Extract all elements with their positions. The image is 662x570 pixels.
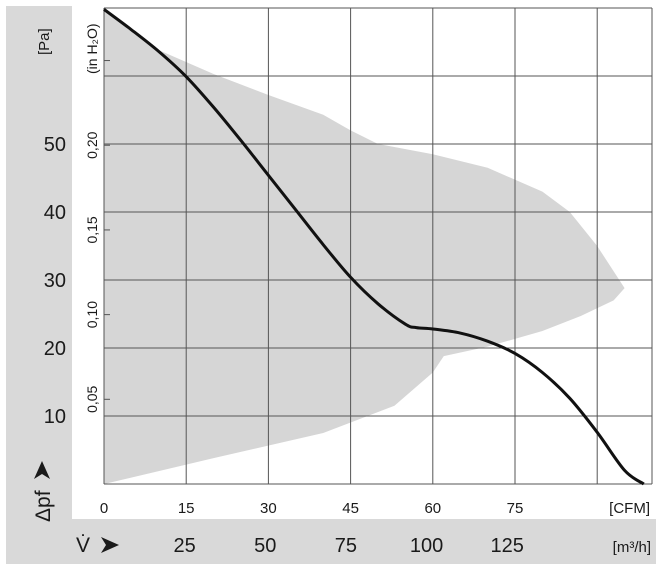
y-inh2o-unit: (in H₂O) [84,23,100,74]
y-arrow-icon [34,461,50,479]
operating-region [104,10,625,484]
y-pa-tick-label: 40 [44,202,66,224]
x-m3h-tick-label: 100 [410,535,443,557]
grid [103,7,653,485]
x-cfm-tick-label: 0 [100,500,108,517]
y-inh2o-tick-label: 0,15 [84,216,100,243]
x-m3h-symbol: V̇ [76,534,90,557]
x-axis-m3h-band [6,519,656,564]
y-inh2o-tick-label: 0,20 [84,131,100,158]
y-inh2o-tick-label: 0,10 [84,301,100,328]
y-pa-symbol: Δpf [32,490,55,522]
x-m3h-tick-label: 125 [490,535,523,557]
x-m3h-tick-label: 75 [335,535,357,557]
y-pa-tick-label: 30 [44,270,66,292]
series-curve [103,8,645,486]
x-cfm-unit: [CFM] [609,500,650,517]
x-m3h-unit: [m³/h] [613,539,651,556]
x-m3h-tick-label: 50 [254,535,276,557]
x-cfm-tick-label: 15 [178,500,195,517]
x-cfm-tick-label: 75 [507,500,524,517]
x-cfm-tick-label: 30 [260,500,277,517]
y-inh2o-tick-label: 0,05 [84,385,100,412]
y-pa-tick-label: 50 [44,134,66,156]
y-pa-tick-label: 20 [44,338,66,360]
x-cfm-tick-label: 45 [342,500,359,517]
y-pa-unit: [Pa] [36,28,53,55]
x-cfm-tick-label: 60 [424,500,441,517]
x-arrow-icon [101,537,119,553]
y-pa-tick-label: 10 [44,406,66,428]
x-m3h-tick-label: 25 [174,535,196,557]
y-axis-sidebar [6,6,72,519]
